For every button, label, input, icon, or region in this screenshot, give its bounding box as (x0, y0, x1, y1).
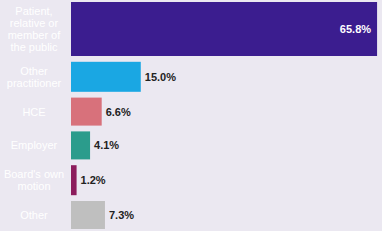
bar (71, 62, 141, 92)
bar (71, 2, 377, 56)
category-label: HCE (22, 106, 45, 118)
data-labels: 65.8% 15.0% 6.6% 4.1% 1.2% 7.3% (81, 23, 372, 221)
data-label: 7.3% (109, 209, 134, 221)
data-label: 6.6% (106, 106, 131, 118)
category-label: Other (20, 209, 48, 221)
data-label: 15.0% (145, 71, 176, 83)
category-labels: Patient,relative ormember ofthe public Ot… (4, 5, 64, 221)
bar (71, 98, 102, 126)
chart: Patient,relative ormember ofthe public Ot… (0, 0, 382, 231)
category-label: Otherpractitioner (7, 65, 62, 89)
data-label: 1.2% (81, 174, 106, 186)
data-label: 4.1% (94, 139, 119, 151)
data-label: 65.8% (340, 23, 371, 35)
label-column (0, 0, 68, 231)
bars (71, 2, 377, 229)
category-label: Employer (11, 139, 58, 151)
bar (71, 201, 105, 229)
bar (71, 165, 77, 195)
bar (71, 131, 90, 159)
category-label: Patient,relative ormember ofthe public (8, 5, 62, 53)
category-label: Board's ownmotion (4, 168, 64, 192)
